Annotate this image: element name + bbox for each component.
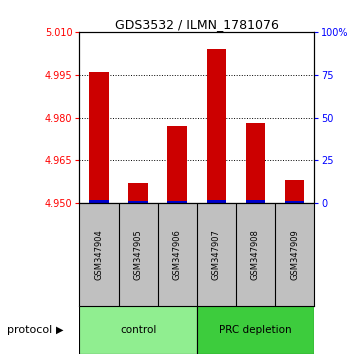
Bar <box>89 72 109 203</box>
Bar <box>197 306 314 354</box>
Text: GSM347906: GSM347906 <box>173 229 182 280</box>
Bar <box>245 200 265 203</box>
Text: ▶: ▶ <box>56 325 63 335</box>
Bar <box>245 123 265 203</box>
Bar <box>206 49 226 203</box>
Bar <box>285 201 304 203</box>
Bar <box>79 306 197 354</box>
Bar <box>89 200 109 203</box>
Bar <box>128 201 148 203</box>
Text: GSM347907: GSM347907 <box>212 229 221 280</box>
Bar <box>168 126 187 203</box>
Bar <box>285 181 304 203</box>
Text: control: control <box>120 325 156 335</box>
Text: GSM347909: GSM347909 <box>290 229 299 280</box>
Text: PRC depletion: PRC depletion <box>219 325 292 335</box>
Bar <box>206 200 226 203</box>
Title: GDS3532 / ILMN_1781076: GDS3532 / ILMN_1781076 <box>115 18 279 31</box>
Bar <box>128 183 148 203</box>
Bar <box>168 201 187 203</box>
Text: protocol: protocol <box>7 325 52 335</box>
Text: GSM347908: GSM347908 <box>251 229 260 280</box>
Text: GSM347905: GSM347905 <box>134 229 143 280</box>
Text: GSM347904: GSM347904 <box>95 229 104 280</box>
